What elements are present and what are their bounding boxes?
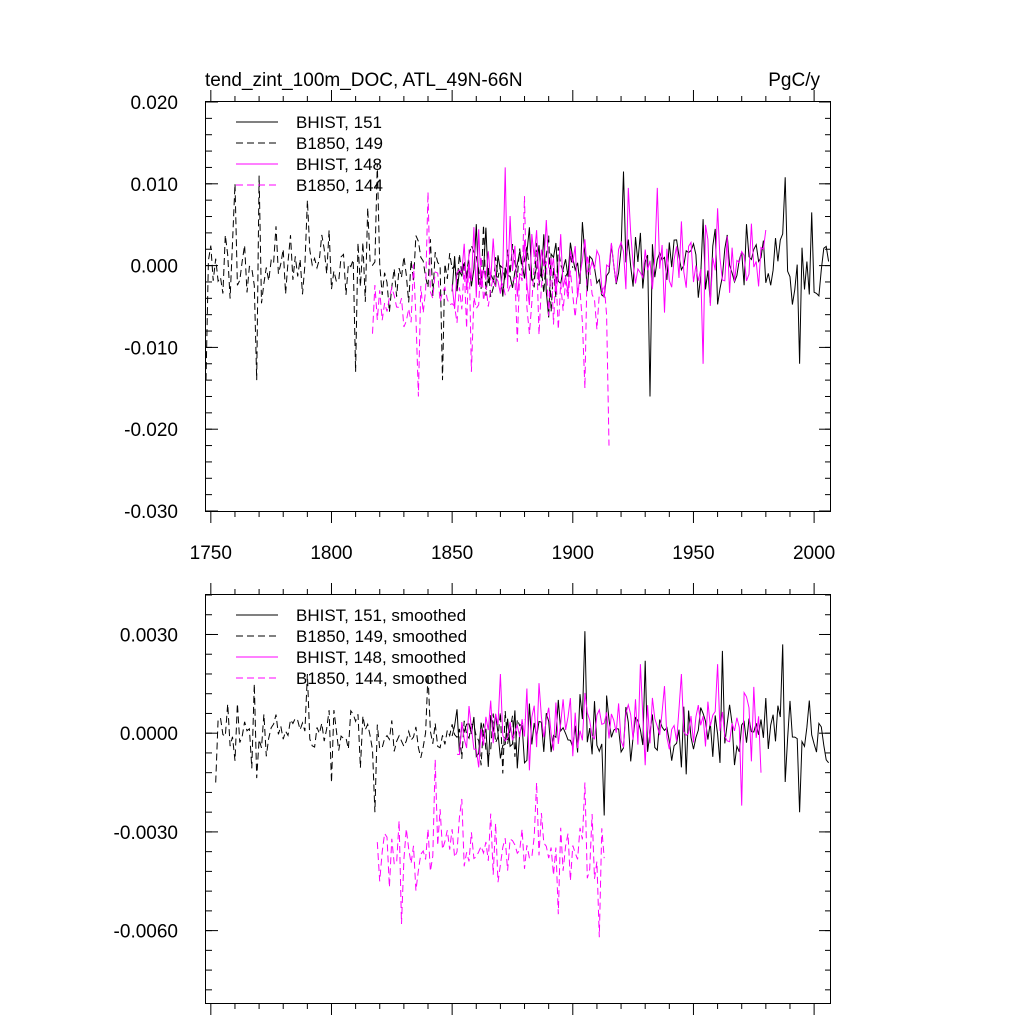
legend-label: B1850, 149, smoothed: [296, 627, 467, 646]
top-panel-title: tend_zint_100m_DOC, ATL_49N-66N: [205, 70, 523, 91]
legend-label: BHIST, 148: [296, 155, 382, 174]
top-axis-ticks: 0.020 0.010 0.000 -0.010 -0.020 -0.030 1750 180…: [124, 90, 835, 564]
bottom-axis-ticks: 0.0030 0.0000 -0.0030 -0.0060: [114, 583, 831, 1015]
series-line-bhist-151-smoothed: [451, 631, 829, 816]
series-line-b1850-144: [372, 191, 610, 446]
y-tick-label: -0.0030: [114, 823, 178, 844]
legend-label: B1850, 144, smoothed: [296, 669, 467, 688]
y-tick-label: -0.010: [124, 338, 178, 359]
top-legend: BHIST, 151 B1850, 149 BHIST, 148 B1850, 144: [236, 113, 383, 195]
x-tick-label: 1850: [431, 543, 473, 564]
legend-label: B1850, 149: [296, 134, 383, 153]
bottom-legend: BHIST, 151, smoothed B1850, 149, smoothed…: [236, 606, 467, 688]
series-line-b1850-149: [206, 163, 574, 381]
bottom-series-group: [215, 631, 829, 938]
legend-label: BHIST, 151: [296, 113, 382, 132]
y-tick-label: 0.0000: [120, 724, 178, 745]
y-tick-label: -0.0060: [114, 922, 178, 943]
legend-label: BHIST, 151, smoothed: [296, 606, 466, 625]
top-panel-units: PgC/y: [768, 70, 820, 91]
bottom-plot-frame: [205, 594, 831, 1004]
top-series-group: [206, 163, 830, 446]
x-tick-label: 1750: [190, 543, 232, 564]
series-line-b1850-144-smoothed: [376, 759, 605, 938]
series-line-bhist-151: [451, 171, 830, 397]
series-line-bhist-148-smoothed: [456, 664, 762, 806]
x-tick-label: 1950: [672, 543, 714, 564]
series-line-b1850-149-smoothed: [215, 673, 525, 813]
legend-label: B1850, 144: [296, 176, 383, 195]
series-line-bhist-148: [451, 167, 767, 364]
x-tick-label: 1800: [310, 543, 352, 564]
top-plot-frame: [205, 101, 831, 512]
legend-label: BHIST, 148, smoothed: [296, 648, 466, 667]
y-tick-label: 0.000: [130, 257, 178, 278]
x-tick-label: 1900: [552, 543, 594, 564]
x-tick-label: 2000: [793, 543, 835, 564]
y-tick-label: 0.0030: [120, 625, 178, 646]
bottom-panel: 0.0030 0.0000 -0.0030 -0.0060 BHIST, 151, s…: [114, 583, 831, 1015]
y-tick-label: -0.030: [124, 502, 178, 523]
top-panel: tend_zint_100m_DOC, ATL_49N-66N PgC/y 0.…: [124, 70, 835, 564]
y-tick-label: 0.010: [130, 175, 178, 196]
y-tick-label: 0.020: [130, 93, 178, 114]
y-tick-label: -0.020: [124, 420, 178, 441]
